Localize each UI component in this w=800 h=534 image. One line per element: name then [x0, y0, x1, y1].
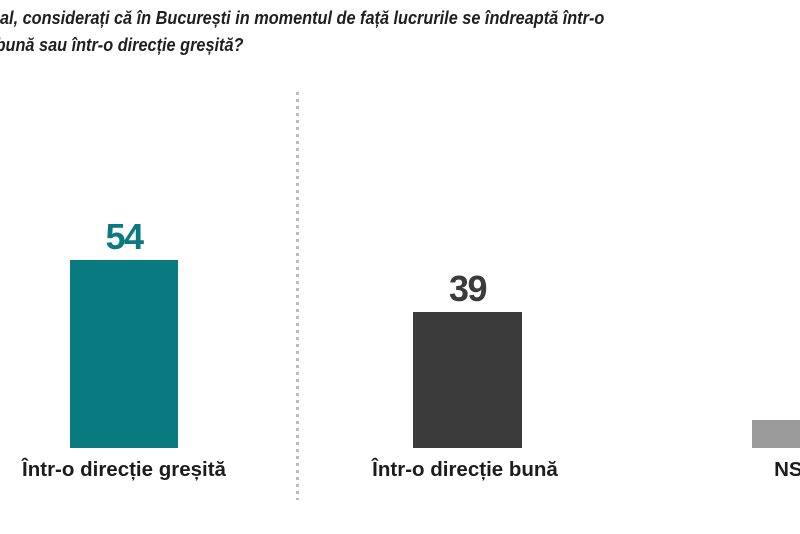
category-label-good-direction: Într-o direcție bună: [372, 458, 558, 481]
bar-group-ns-nr: [752, 0, 800, 534]
category-label-wrong-direction: Într-o direcție greșită: [22, 458, 226, 481]
value-label-good-direction: 39: [448, 268, 488, 309]
bar-group-wrong-direction: 54: [70, 0, 178, 534]
bar-good-direction: [413, 312, 522, 448]
chart-title: al, considerați că în București in momen…: [0, 4, 604, 58]
category-label-ns-nr: NS/NR: [774, 458, 800, 481]
bar-ns-nr: [752, 420, 800, 448]
bar-wrong-direction: [70, 260, 178, 448]
chart-title-line2: bună sau într-o direcție greșită?: [0, 34, 244, 55]
bar-group-good-direction: 39: [413, 0, 522, 534]
chart-title-line1: al, considerați că în București in momen…: [0, 7, 605, 28]
dashed-section-divider: [296, 92, 299, 500]
value-label-wrong-direction: 54: [105, 216, 144, 257]
